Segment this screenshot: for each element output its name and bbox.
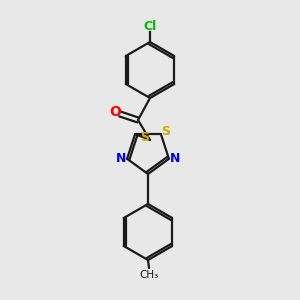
Text: Cl: Cl [143, 20, 157, 32]
Text: S: S [161, 125, 170, 138]
Text: S: S [140, 130, 149, 144]
Text: O: O [109, 105, 121, 119]
Text: CH₃: CH₃ [140, 270, 159, 280]
Text: N: N [170, 152, 180, 165]
Text: N: N [116, 152, 126, 165]
